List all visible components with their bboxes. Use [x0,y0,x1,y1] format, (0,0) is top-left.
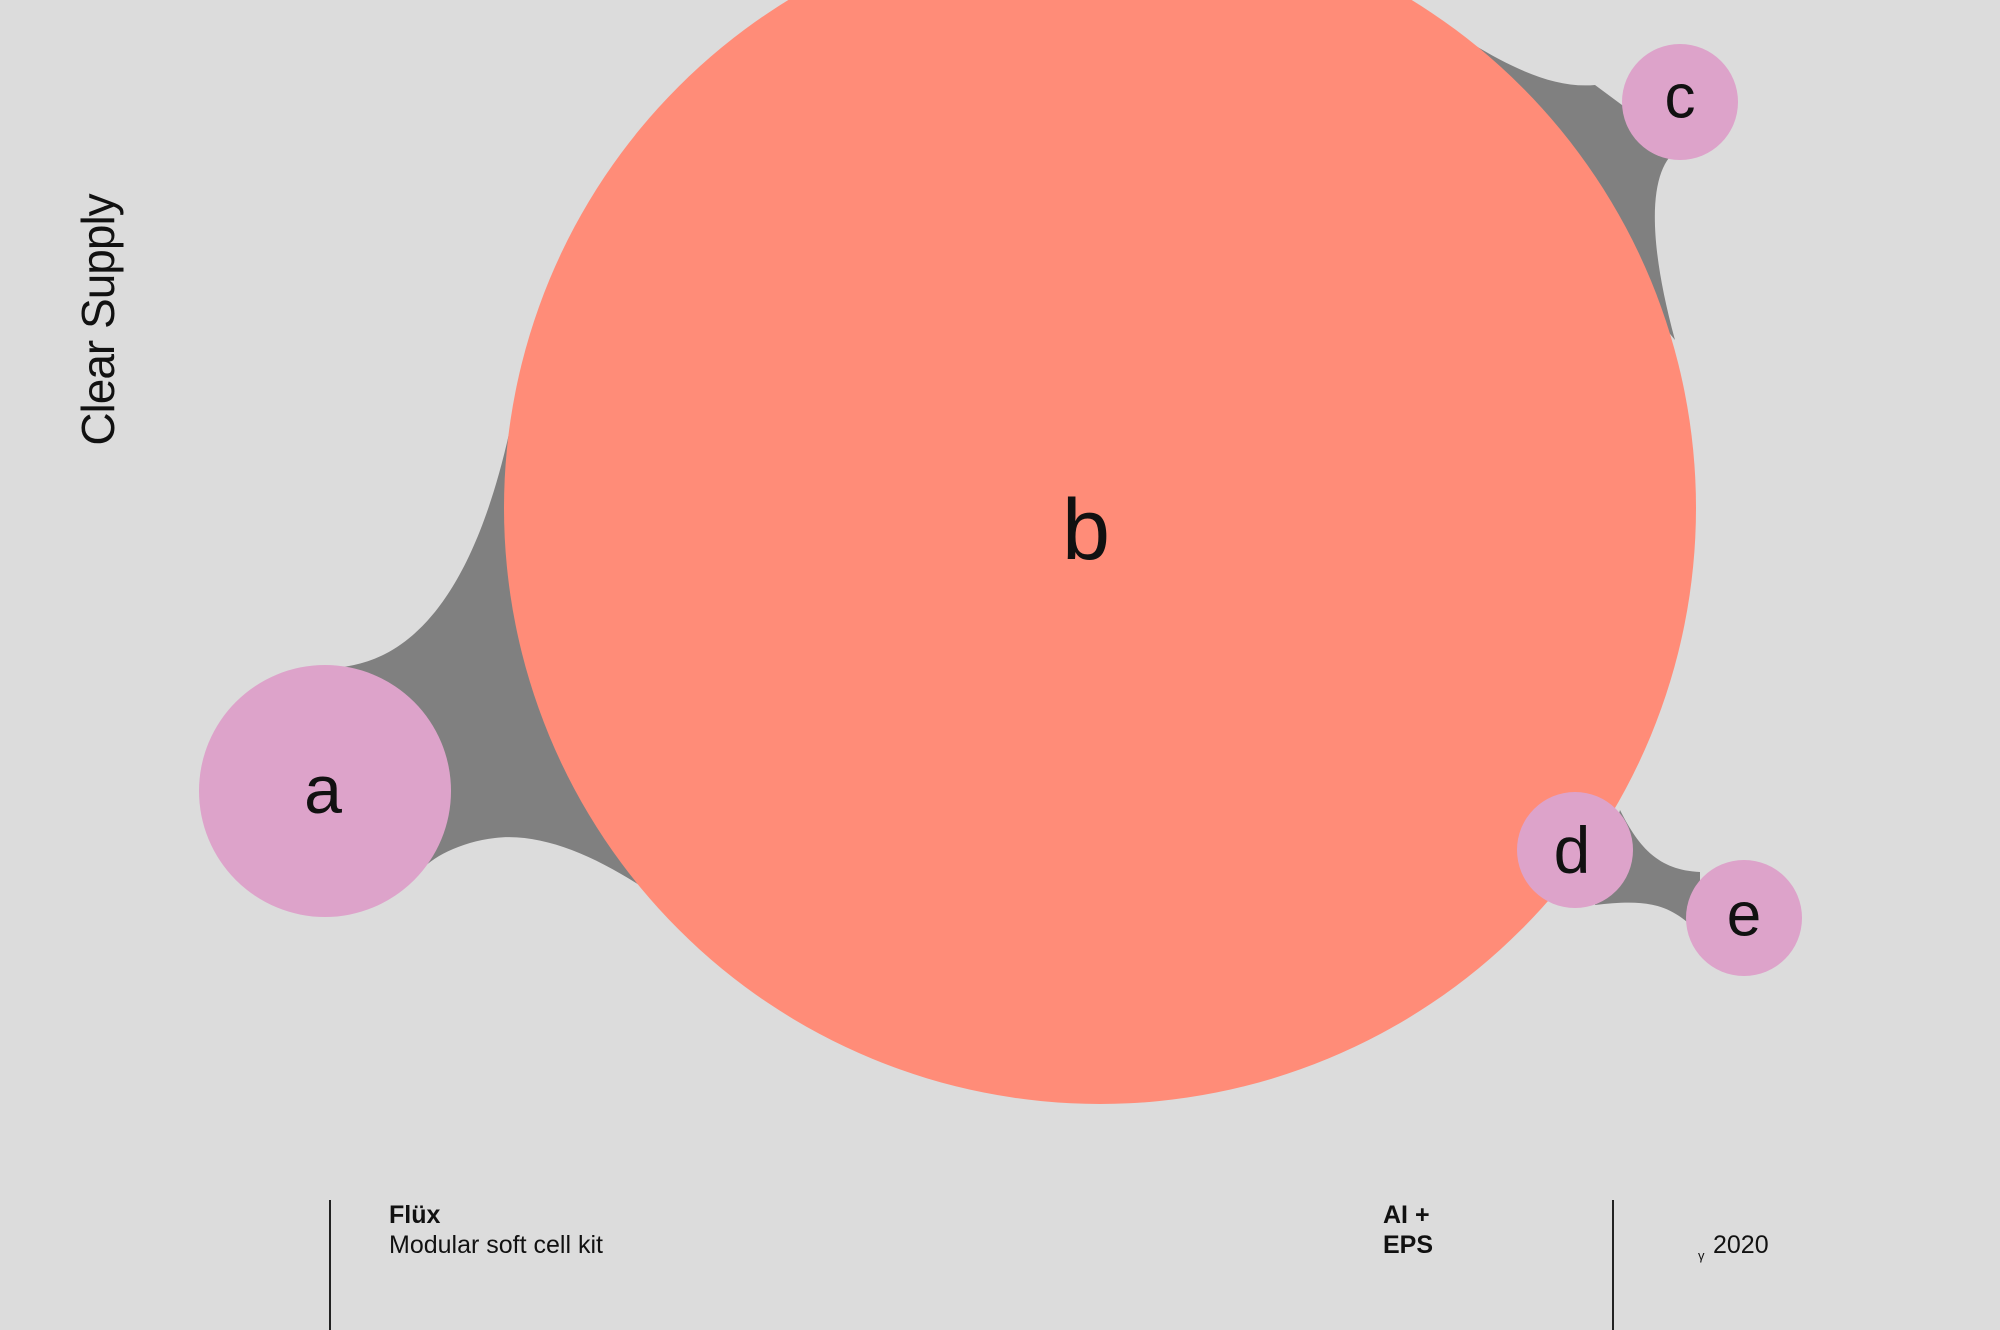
cell-label-b: b [1062,482,1110,578]
product-description: Modular soft cell kit [389,1231,603,1259]
footer-divider-right [1612,1200,1614,1330]
year-mark: γ [1698,1248,1705,1263]
year: 2020 [1713,1231,1769,1259]
cell-e [1686,860,1802,976]
cell-c [1622,44,1738,160]
brand-logotype: Clear Supply [72,194,124,446]
cell-label-c: c [1665,63,1696,132]
file-format-line-2: EPS [1383,1231,1434,1259]
cell-label-a: a [304,752,342,828]
cell-a [199,665,451,917]
footer-divider-left [329,1200,331,1330]
cell-label-d: d [1554,813,1591,887]
file-format-line-1: AI + [1383,1201,1430,1229]
cell-b [504,0,1696,1104]
product-name: Flüx [389,1201,441,1229]
cell-d [1517,792,1633,908]
cell-label-e: e [1727,881,1761,950]
